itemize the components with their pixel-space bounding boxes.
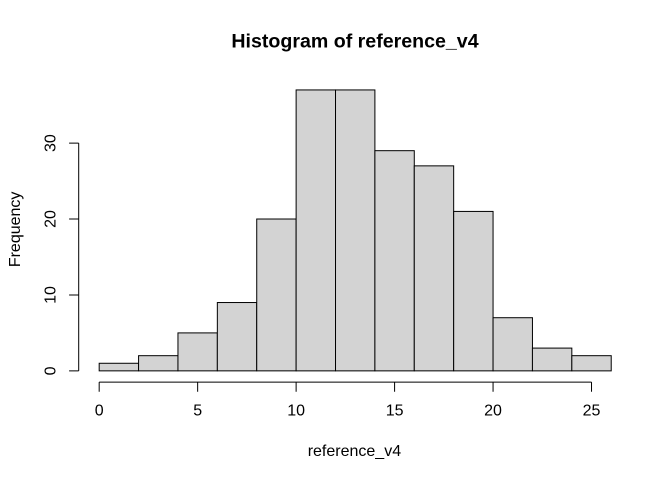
svg-text:Frequency: Frequency [7,192,24,268]
svg-text:5: 5 [193,403,202,420]
svg-text:20: 20 [43,210,60,228]
svg-text:20: 20 [484,403,502,420]
svg-text:reference_v4: reference_v4 [308,443,401,460]
svg-text:0: 0 [43,366,60,375]
svg-text:30: 30 [43,134,60,152]
svg-text:15: 15 [386,403,404,420]
svg-text:0: 0 [95,403,104,420]
svg-text:Histogram of reference_v4: Histogram of reference_v4 [231,31,478,53]
svg-text:25: 25 [583,403,601,420]
svg-text:10: 10 [287,403,305,420]
svg-text:10: 10 [43,286,60,304]
